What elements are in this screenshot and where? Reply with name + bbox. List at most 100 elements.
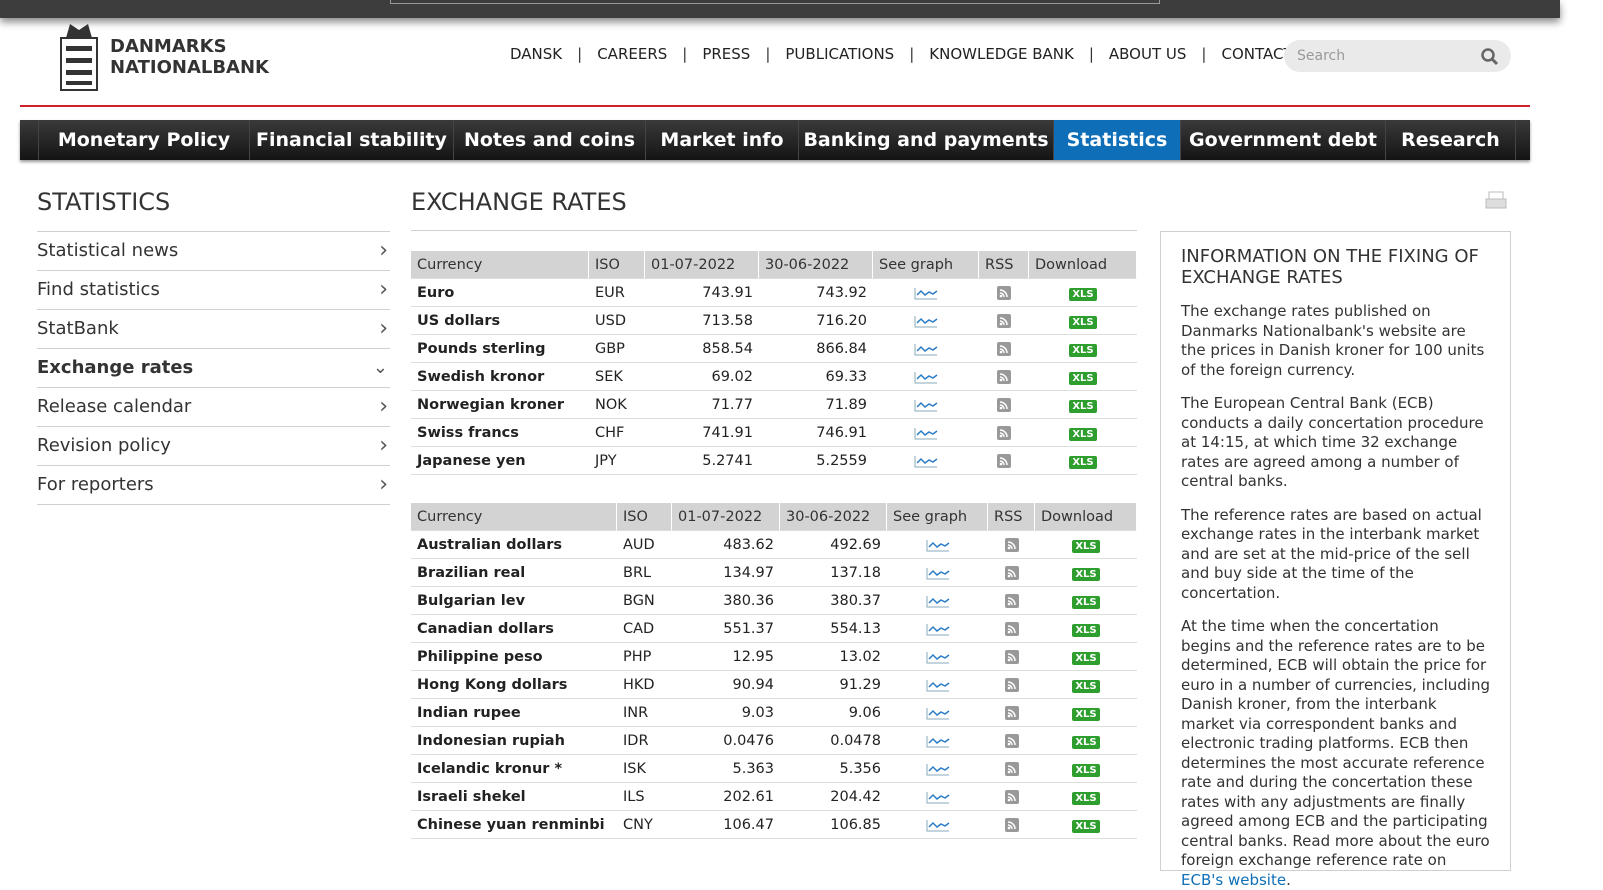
- currency-name: Indonesian rupiah: [411, 727, 617, 755]
- graph-icon[interactable]: [926, 537, 950, 553]
- sidebar-label: Exchange rates: [37, 357, 194, 378]
- xls-button[interactable]: XLS: [1069, 428, 1097, 441]
- graph-icon[interactable]: [926, 733, 950, 749]
- search-box[interactable]: [1284, 40, 1511, 72]
- xls-button[interactable]: XLS: [1069, 456, 1097, 469]
- graph-icon[interactable]: [914, 453, 938, 469]
- rss-icon[interactable]: [1004, 677, 1020, 693]
- separator: |: [577, 45, 583, 63]
- sidebar-item[interactable]: StatBank ›: [37, 310, 390, 349]
- graph-icon[interactable]: [926, 705, 950, 721]
- sidebar-item[interactable]: Release calendar ›: [37, 388, 390, 427]
- xls-button[interactable]: XLS: [1072, 764, 1100, 777]
- xls-button[interactable]: XLS: [1069, 400, 1097, 413]
- graph-icon[interactable]: [926, 621, 950, 637]
- rss-icon[interactable]: [996, 313, 1012, 329]
- nav-item[interactable]: Banking and payments: [799, 120, 1054, 160]
- nav-item[interactable]: Financial stability: [250, 120, 454, 160]
- rss-icon[interactable]: [1004, 593, 1020, 609]
- graph-icon[interactable]: [914, 341, 938, 357]
- graph-icon[interactable]: [914, 285, 938, 301]
- top-link[interactable]: KNOWLEDGE BANK: [929, 45, 1074, 63]
- rss-icon[interactable]: [1004, 649, 1020, 665]
- search-icon[interactable]: [1480, 47, 1500, 67]
- rss-icon[interactable]: [1004, 537, 1020, 553]
- rss-icon[interactable]: [1004, 817, 1020, 833]
- graph-icon[interactable]: [914, 397, 938, 413]
- xls-button[interactable]: XLS: [1072, 540, 1100, 553]
- top-link[interactable]: CAREERS: [597, 45, 668, 63]
- nav-item[interactable]: Government debt: [1181, 120, 1386, 160]
- sidebar-item[interactable]: Find statistics ›: [37, 271, 390, 310]
- rss-icon[interactable]: [1004, 761, 1020, 777]
- top-link[interactable]: DANSK: [510, 45, 563, 63]
- paragraph-tail: .: [1286, 870, 1291, 889]
- rss-icon[interactable]: [996, 397, 1012, 413]
- xls-button[interactable]: XLS: [1072, 624, 1100, 637]
- rate: 743.91: [645, 279, 759, 307]
- xls-button[interactable]: XLS: [1069, 316, 1097, 329]
- rate: 137.18: [780, 559, 887, 587]
- xls-button[interactable]: XLS: [1069, 288, 1097, 301]
- iso-code: BGN: [617, 587, 672, 615]
- rss-cell: [988, 811, 1035, 839]
- xls-button[interactable]: XLS: [1069, 344, 1097, 357]
- currency-name: Bulgarian lev: [411, 587, 617, 615]
- rss-icon[interactable]: [996, 425, 1012, 441]
- rss-icon[interactable]: [996, 285, 1012, 301]
- graph-icon[interactable]: [926, 789, 950, 805]
- graph-icon[interactable]: [914, 313, 938, 329]
- currency-name: Euro: [411, 279, 589, 307]
- graph-icon[interactable]: [914, 369, 938, 385]
- sidebar-item[interactable]: For reporters ›: [37, 466, 390, 505]
- xls-button[interactable]: XLS: [1072, 652, 1100, 665]
- xls-button[interactable]: XLS: [1069, 372, 1097, 385]
- top-link[interactable]: PUBLICATIONS: [785, 45, 895, 63]
- rss-icon[interactable]: [996, 341, 1012, 357]
- rss-icon[interactable]: [1004, 733, 1020, 749]
- xls-button[interactable]: XLS: [1072, 708, 1100, 721]
- table-header: Currency: [411, 503, 617, 531]
- xls-button[interactable]: XLS: [1072, 792, 1100, 805]
- sidebar-item[interactable]: Revision policy ›: [37, 427, 390, 466]
- rss-icon[interactable]: [996, 369, 1012, 385]
- table-header: 01-07-2022: [672, 503, 780, 531]
- rss-icon[interactable]: [996, 453, 1012, 469]
- currency-name: Chinese yuan renminbi: [411, 811, 617, 839]
- table-header: RSS: [988, 503, 1035, 531]
- top-link[interactable]: ABOUT US: [1108, 45, 1187, 63]
- top-link[interactable]: CONTACT: [1221, 45, 1293, 63]
- sidebar-item[interactable]: Statistical news ›: [37, 232, 390, 271]
- rss-icon[interactable]: [1004, 789, 1020, 805]
- top-link[interactable]: PRESS: [702, 45, 751, 63]
- rss-icon[interactable]: [1004, 705, 1020, 721]
- xls-button[interactable]: XLS: [1072, 820, 1100, 833]
- graph-icon[interactable]: [914, 425, 938, 441]
- nav-item[interactable]: Statistics: [1054, 120, 1181, 160]
- iso-code: CNY: [617, 811, 672, 839]
- sidebar-item[interactable]: Exchange rates ⌄: [37, 349, 390, 388]
- ecb-link[interactable]: ECB's website: [1181, 870, 1287, 889]
- nav-item[interactable]: Research: [1386, 120, 1516, 160]
- rate: 554.13: [780, 615, 887, 643]
- rate: 5.2559: [759, 447, 873, 475]
- xls-button[interactable]: XLS: [1072, 596, 1100, 609]
- nav-item[interactable]: Monetary Policy: [38, 120, 250, 160]
- iso-code: EUR: [589, 279, 645, 307]
- graph-icon[interactable]: [926, 817, 950, 833]
- graph-icon[interactable]: [926, 649, 950, 665]
- rss-icon[interactable]: [1004, 565, 1020, 581]
- xls-button[interactable]: XLS: [1072, 680, 1100, 693]
- rss-icon[interactable]: [1004, 621, 1020, 637]
- nav-item[interactable]: Market info: [646, 120, 799, 160]
- graph-icon[interactable]: [926, 593, 950, 609]
- xls-button[interactable]: XLS: [1072, 736, 1100, 749]
- iso-code: AUD: [617, 531, 672, 559]
- graph-icon[interactable]: [926, 565, 950, 581]
- graph-icon[interactable]: [926, 761, 950, 777]
- xls-button[interactable]: XLS: [1072, 568, 1100, 581]
- nav-item[interactable]: Notes and coins: [454, 120, 646, 160]
- graph-icon[interactable]: [926, 677, 950, 693]
- table-header: RSS: [979, 251, 1029, 279]
- print-icon[interactable]: [1485, 190, 1507, 212]
